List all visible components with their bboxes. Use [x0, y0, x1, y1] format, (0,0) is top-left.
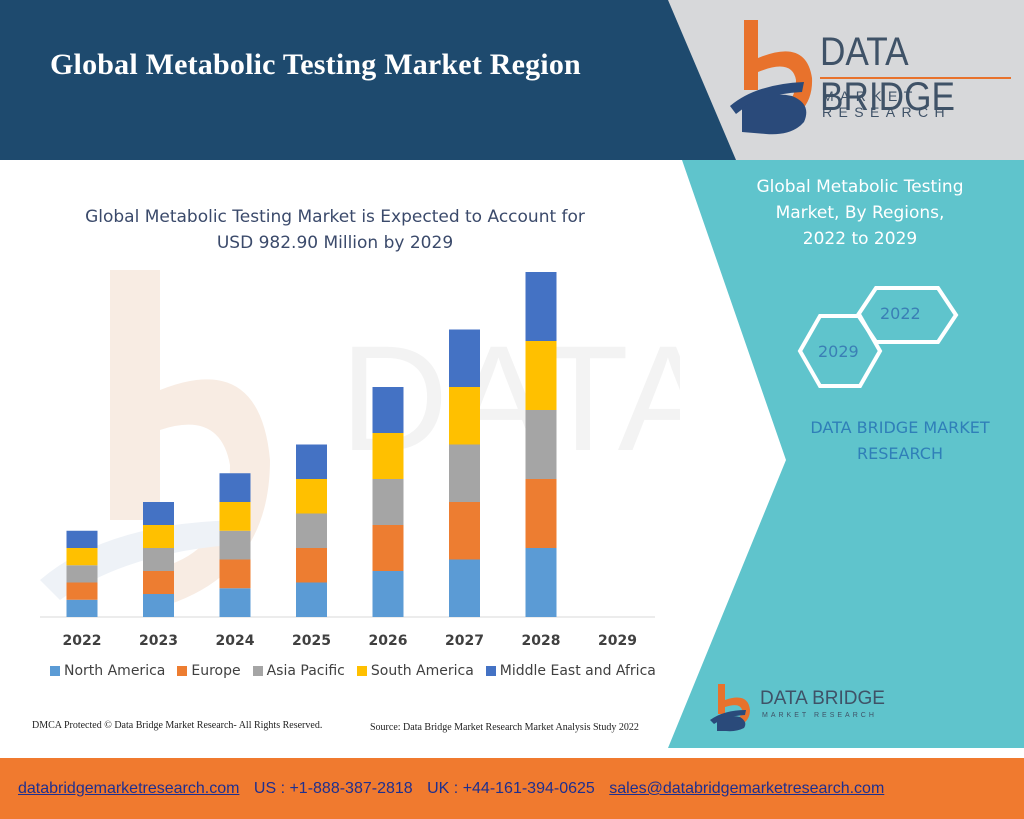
- legend-swatch: [50, 666, 60, 676]
- source-note: Source: Data Bridge Market Research Mark…: [370, 722, 639, 733]
- bar-segment: [296, 548, 327, 583]
- chart-title-line: Global Metabolic Testing Market is Expec…: [85, 207, 585, 227]
- legend-item: South America: [356, 663, 474, 679]
- bar-segment: [66, 530, 98, 548]
- bar-segment: [449, 387, 480, 445]
- website-link[interactable]: databridgemarketresearch.com: [18, 780, 240, 797]
- bar-segment: [525, 341, 557, 410]
- bar-segment: [296, 444, 327, 479]
- chart-legend: North America Europe Asia Pacific South Ame…: [50, 663, 656, 679]
- panel-title: Global Metabolic Testing Market, By Regi…: [720, 174, 1000, 252]
- bar-segment: [143, 548, 174, 571]
- bar-segment: [66, 599, 98, 617]
- bar-segment: [525, 548, 557, 617]
- footer-bar: [0, 758, 1024, 819]
- x-tick-label: 2026: [369, 633, 408, 649]
- small-logo-name: DATA BRIDGE: [760, 688, 885, 709]
- x-tick-label: 2028: [522, 633, 561, 649]
- us-phone: US : +1-888-387-2818: [253, 780, 413, 797]
- bar-segment: [296, 582, 327, 617]
- bar-segment: [219, 559, 251, 589]
- bar-segment: [219, 502, 251, 531]
- hex-label-2022: 2022: [880, 304, 921, 323]
- x-tick-label: 2029: [598, 633, 637, 649]
- bar-segment: [372, 433, 404, 479]
- legend-label: Middle East and Africa: [499, 663, 656, 679]
- legend-swatch: [485, 666, 496, 676]
- page-title: Global Metabolic Testing Market Region: [50, 48, 581, 81]
- legend-swatch: [252, 666, 263, 676]
- bar-segment: [219, 588, 251, 617]
- x-tick-label: 2023: [139, 633, 178, 649]
- bar-segment: [143, 525, 174, 548]
- legend-label: Asia Pacific: [266, 663, 345, 679]
- bar-segment: [143, 571, 174, 594]
- stacked-bar-chart: DATA BRIDGE20222023202420252026202720282…: [40, 272, 680, 649]
- chart-title-line: USD 982.90 Million by 2029: [216, 233, 454, 253]
- panel-title-line: Global Metabolic Testing: [756, 177, 964, 197]
- hex-label-2029: 2029: [818, 342, 859, 361]
- bar-segment: [219, 473, 251, 502]
- bar-segment: [449, 559, 480, 617]
- bar-segment: [296, 513, 327, 548]
- bar-segment: [66, 582, 98, 600]
- legend-swatch: [177, 666, 188, 676]
- x-tick-label: 2022: [63, 633, 102, 649]
- bar-segment: [449, 329, 480, 387]
- small-logo-tagline: MARKET RESEARCH: [762, 712, 877, 719]
- legend-item: Middle East and Africa: [485, 663, 656, 679]
- legend-item: Europe: [177, 663, 241, 679]
- data-bridge-small-logo-icon: [710, 684, 750, 732]
- bar-segment: [143, 502, 174, 525]
- panel-brand: DATA BRIDGE MARKET RESEARCH: [780, 415, 1020, 467]
- copyright-note: DMCA Protected © Data Bridge Market Rese…: [32, 720, 323, 731]
- bar-segment: [372, 387, 404, 433]
- bar-segment: [525, 479, 557, 548]
- legend-label: Europe: [191, 663, 241, 679]
- panel-title-line: 2022 to 2029: [802, 229, 918, 249]
- bar-segment: [66, 565, 98, 583]
- legend-label: South America: [370, 663, 474, 679]
- bar-segment: [372, 479, 404, 525]
- logo-tagline: MARKET RESEARCH: [822, 88, 951, 120]
- panel-title-line: Market, By Regions,: [775, 203, 945, 223]
- uk-phone: UK : +44-161-394-0625: [427, 780, 595, 797]
- bar-segment: [449, 444, 480, 502]
- panel-brand-line: DATA BRIDGE MARKET: [810, 418, 990, 437]
- footer-links: databridgemarketresearch.com US : +1-888…: [18, 780, 894, 798]
- data-bridge-logo-icon: [730, 20, 1011, 135]
- x-tick-label: 2025: [292, 633, 331, 649]
- legend-item: Asia Pacific: [252, 663, 345, 679]
- legend-label: North America: [64, 663, 166, 679]
- bar-segment: [143, 594, 174, 617]
- email-link[interactable]: sales@databridgemarketresearch.com: [609, 780, 885, 797]
- x-tick-label: 2024: [216, 633, 255, 649]
- bar-segment: [219, 530, 251, 560]
- bar-segment: [525, 410, 557, 479]
- logo-name: DATA BRIDGE: [820, 30, 955, 119]
- bar-segment: [449, 502, 480, 560]
- bar-segment: [66, 548, 98, 566]
- bar-segment: [296, 479, 327, 514]
- panel-brand-line: RESEARCH: [857, 444, 943, 463]
- x-tick-label: 2027: [445, 633, 484, 649]
- legend-swatch: [356, 666, 367, 676]
- chart-title: Global Metabolic Testing Market is Expec…: [40, 204, 630, 256]
- bar-segment: [525, 272, 557, 341]
- bar-segment: [372, 571, 404, 617]
- legend-item: North America: [50, 663, 165, 679]
- bar-segment: [372, 525, 404, 571]
